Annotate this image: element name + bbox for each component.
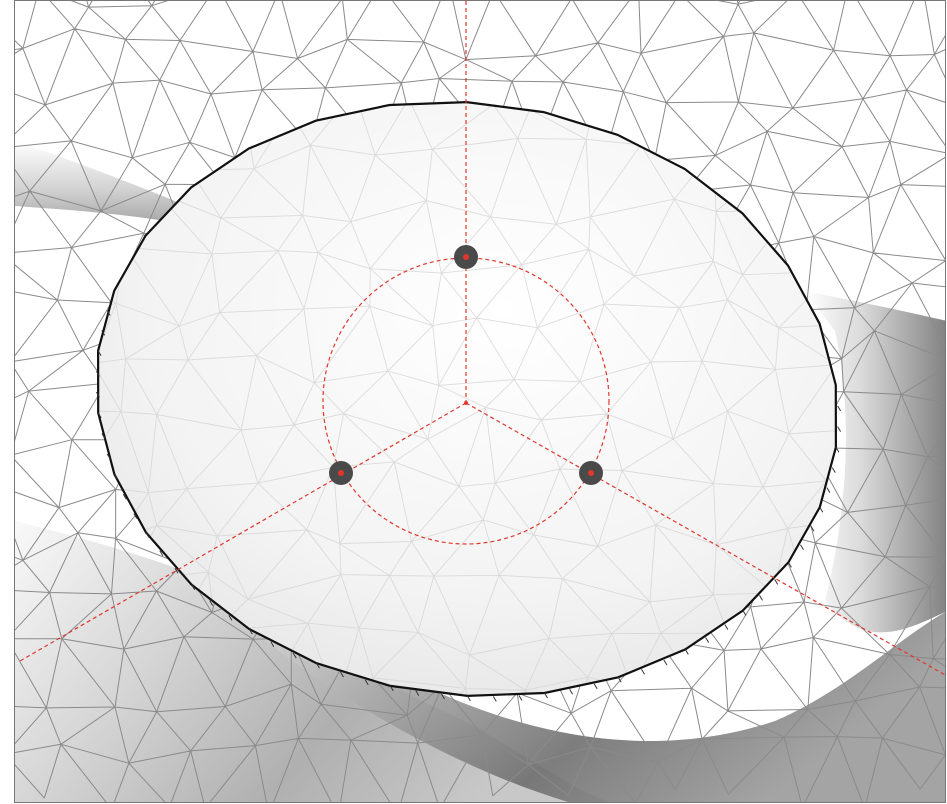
edge-tick — [316, 662, 320, 669]
edge-tick — [95, 371, 100, 377]
edge-tick — [837, 426, 842, 432]
mesh-edges — [98, 102, 836, 696]
edge-tick — [787, 562, 792, 568]
guide-axis-right — [465, 402, 945, 676]
edge-tick — [684, 649, 689, 655]
edge-tick — [340, 671, 344, 678]
edge-tick — [101, 330, 106, 336]
edge-tick — [774, 579, 779, 585]
edge-tick — [810, 526, 815, 532]
disc-mesh — [98, 102, 836, 696]
guide-axis-left — [19, 402, 467, 662]
edge-tick — [389, 685, 394, 692]
control-point-icon[interactable] — [329, 461, 353, 485]
edge-tick — [835, 446, 840, 453]
edge-tick — [826, 487, 831, 493]
edge-tick — [97, 350, 102, 357]
edge-tick — [145, 532, 150, 538]
mesh-scene — [15, 1, 946, 803]
edge-tick — [248, 628, 253, 635]
edge-tick — [641, 669, 645, 675]
edge-tick — [95, 391, 100, 398]
edge-tick — [133, 513, 138, 519]
edge-tick — [159, 550, 164, 556]
edge-tick — [174, 567, 179, 574]
edge-tick — [228, 615, 233, 621]
edge-tick — [101, 433, 106, 439]
edge-tick — [191, 584, 196, 591]
edge-tick — [364, 679, 369, 685]
edge-tick — [742, 610, 747, 616]
edge-tick — [569, 688, 574, 695]
edge-tick — [518, 695, 523, 701]
edge-tick — [97, 412, 102, 419]
edge-tick — [441, 693, 445, 700]
edge-tick — [617, 677, 622, 683]
edge-tick — [819, 506, 824, 513]
edge-tick — [106, 310, 111, 316]
edge-tick — [122, 493, 127, 500]
edge-tick — [415, 690, 420, 696]
edge-tick — [544, 692, 548, 699]
edge-tick — [759, 595, 763, 601]
edge-tick — [724, 624, 729, 630]
edge-tick — [831, 467, 836, 473]
control-point-icon[interactable] — [579, 461, 603, 485]
edge-tick — [663, 659, 668, 666]
pivot-icon — [464, 401, 468, 405]
3d-viewport[interactable] — [14, 0, 946, 803]
edge-tick — [106, 453, 111, 460]
control-point-icon[interactable] — [454, 245, 478, 269]
edge-tick — [270, 641, 275, 647]
edge-tick — [837, 405, 842, 412]
edge-tick — [492, 696, 497, 702]
edge-tick — [593, 683, 598, 690]
edge-tick — [209, 600, 214, 606]
edge-tick — [705, 637, 710, 643]
edge-tick — [292, 652, 297, 659]
edge-tick — [466, 695, 471, 702]
edge-tick — [800, 544, 804, 550]
cross-section-disc[interactable] — [15, 1, 946, 803]
disc-edge-ticks — [95, 310, 842, 702]
edge-tick — [113, 474, 118, 480]
